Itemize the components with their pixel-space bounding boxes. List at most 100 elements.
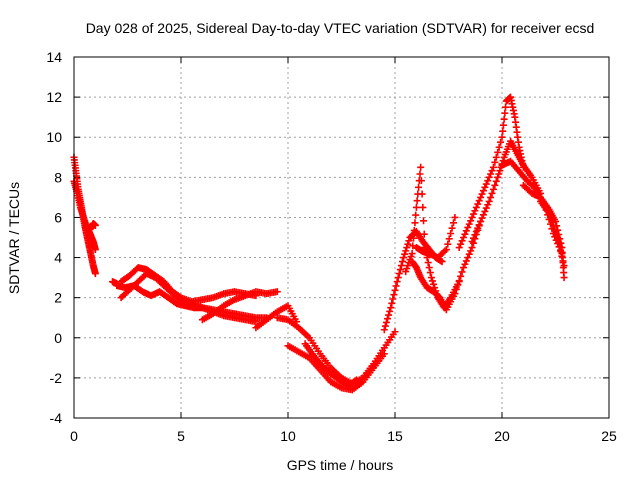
data-point [501, 109, 509, 117]
data-point [427, 274, 435, 282]
data-point [417, 163, 425, 171]
data-point [410, 226, 418, 234]
data-point [472, 227, 480, 235]
y-tick-label: 8 [54, 169, 62, 185]
data-point [462, 257, 470, 265]
data-point [495, 170, 503, 178]
data-point [415, 183, 423, 191]
data-point [424, 259, 432, 267]
series-arc-8 [109, 278, 121, 288]
data-point [428, 277, 436, 285]
data-point [472, 203, 480, 211]
data-points [70, 93, 568, 394]
data-point [478, 190, 486, 198]
data-point [487, 170, 495, 178]
x-tick-label: 5 [177, 428, 185, 444]
data-point [492, 177, 500, 185]
data-point [273, 288, 281, 296]
data-point [552, 229, 560, 237]
data-point [418, 190, 426, 198]
data-point [477, 193, 485, 201]
x-tick-label: 15 [387, 428, 403, 444]
data-point [479, 187, 487, 195]
data-point [405, 237, 413, 245]
data-point [484, 177, 492, 185]
data-point [464, 254, 472, 262]
data-point [482, 204, 490, 212]
data-point [442, 246, 450, 254]
data-point [468, 244, 476, 252]
data-point [455, 277, 463, 285]
data-point [468, 238, 476, 246]
data-point [468, 213, 476, 221]
data-point [386, 307, 394, 315]
data-point [352, 376, 360, 384]
data-point [560, 274, 568, 282]
data-point [394, 274, 402, 282]
data-point [392, 282, 400, 290]
data-point [411, 219, 419, 227]
data-point [500, 115, 508, 123]
data-point [484, 201, 492, 209]
data-point [454, 281, 462, 289]
data-point [402, 247, 410, 255]
data-point [458, 268, 466, 276]
data-point [403, 244, 411, 252]
data-point [491, 181, 499, 189]
data-point [351, 377, 359, 385]
axes: 0 5 10 15 20 25 -4 -2 0 2 4 6 8 10 12 14 [46, 49, 617, 444]
data-point [458, 237, 466, 245]
data-point [471, 207, 479, 215]
data-point [494, 173, 502, 181]
plot-frame [73, 56, 610, 419]
x-tick-label: 0 [70, 428, 78, 444]
data-point [452, 285, 460, 293]
data-point [426, 269, 434, 277]
data-point [481, 183, 489, 191]
data-point [467, 247, 475, 255]
data-point [384, 315, 392, 323]
data-point [477, 217, 485, 225]
data-point [496, 167, 504, 175]
data-point [451, 213, 459, 221]
data-point [390, 291, 398, 299]
data-point [497, 138, 505, 146]
series-arc-2 [70, 177, 99, 254]
data-point [455, 244, 463, 252]
x-tick-label: 10 [280, 428, 296, 444]
data-point [554, 234, 562, 241]
data-point [498, 133, 506, 141]
series-arc-16 [412, 213, 459, 262]
y-tick-label: -2 [50, 370, 63, 386]
data-point [475, 197, 483, 205]
data-point [397, 262, 405, 270]
data-point [548, 217, 556, 225]
data-point [401, 250, 409, 258]
data-point [474, 224, 482, 232]
data-point [398, 258, 406, 266]
data-point [467, 217, 475, 225]
data-point [492, 153, 500, 161]
data-point [389, 295, 397, 303]
data-point [391, 286, 399, 294]
data-point [430, 280, 438, 288]
data-point [404, 240, 412, 248]
series-arc-11 [284, 342, 388, 394]
data-point [495, 143, 503, 151]
data-point [420, 230, 428, 238]
data-point [385, 311, 393, 319]
data-point [459, 234, 467, 241]
data-point [549, 221, 557, 229]
data-point [444, 240, 452, 248]
data-point [412, 203, 420, 211]
data-point [478, 214, 486, 222]
data-point [465, 250, 473, 258]
data-point [502, 103, 510, 111]
data-point [400, 254, 408, 262]
series-arc-5 [117, 264, 260, 306]
data-point [471, 231, 479, 239]
data-point [487, 193, 495, 201]
data-point [560, 262, 568, 270]
